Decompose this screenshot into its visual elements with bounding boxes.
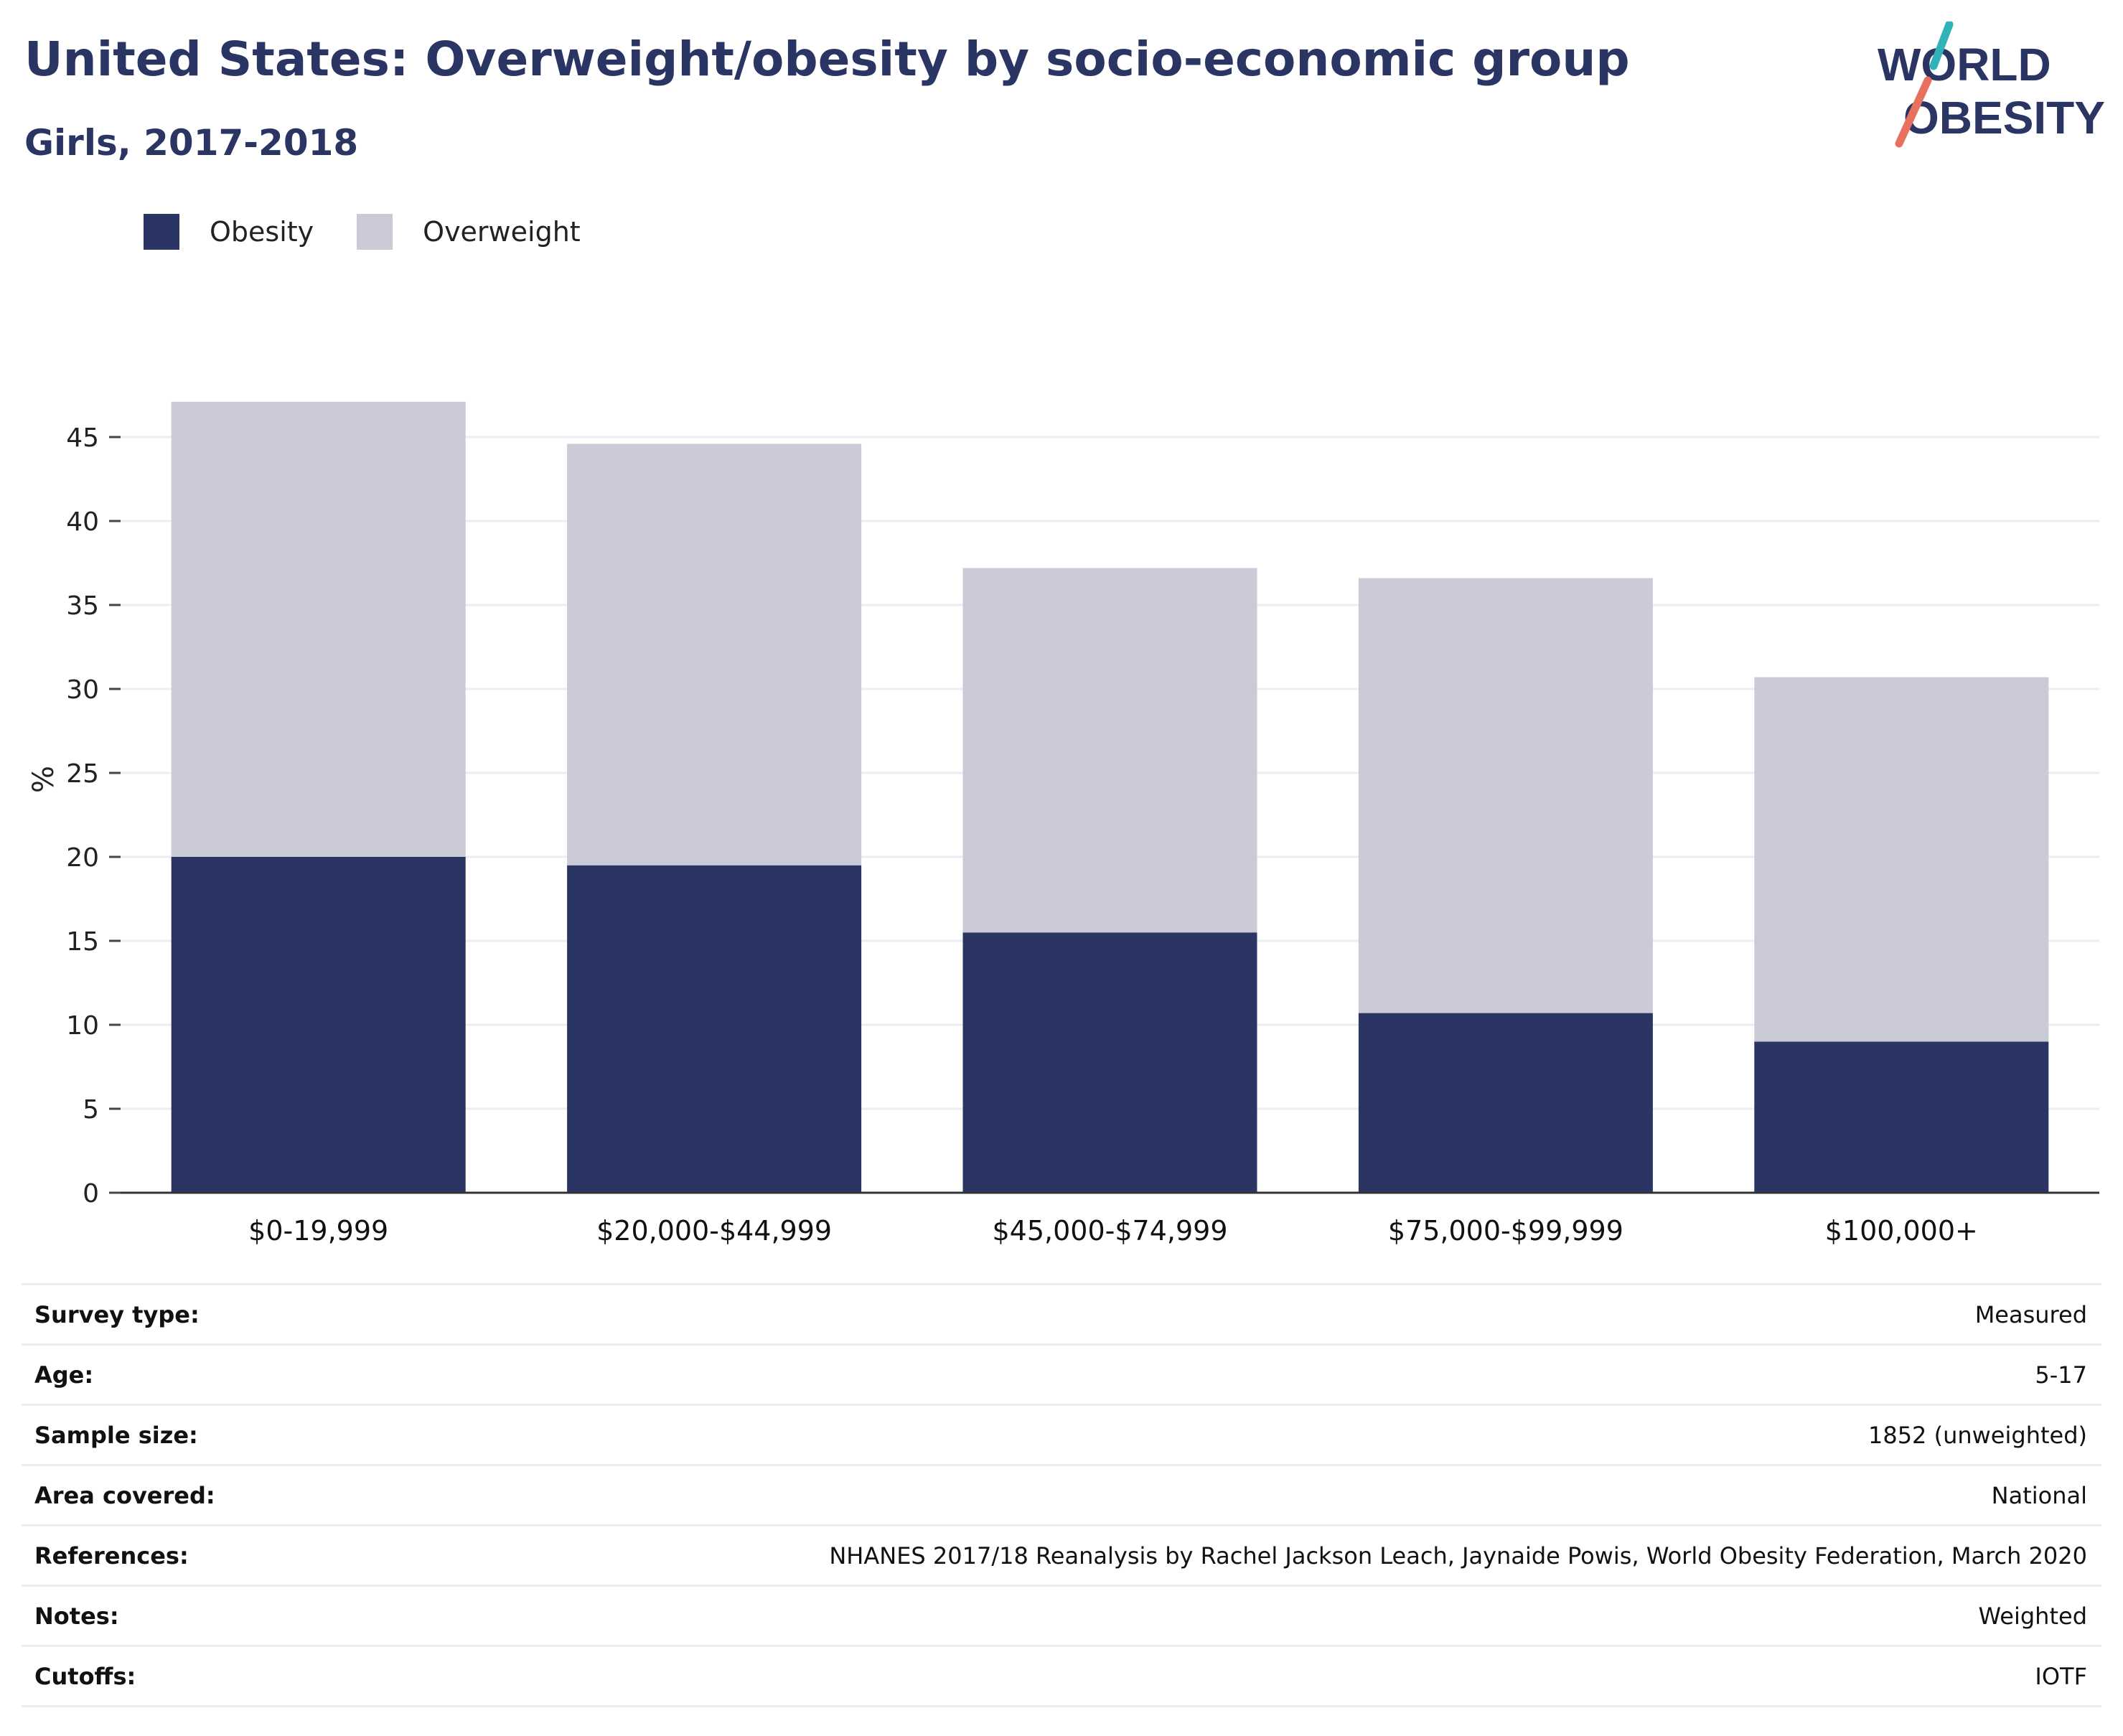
info-value: Measured bbox=[311, 1283, 2101, 1346]
x-tick-label: $0-19,999 bbox=[248, 1215, 388, 1247]
bar-obesity-3 bbox=[1358, 1013, 1653, 1193]
y-tick-label: 20 bbox=[66, 843, 99, 873]
logo-line2: OBESITY bbox=[1903, 92, 2105, 144]
y-tick-label: 35 bbox=[66, 591, 99, 621]
y-tick-label: 15 bbox=[66, 927, 99, 957]
info-value: National bbox=[311, 1465, 2101, 1526]
bar-obesity-0 bbox=[171, 857, 466, 1193]
bar-overweight-4 bbox=[1754, 677, 2049, 1042]
chart-subtitle: Girls, 2017-2018 bbox=[24, 122, 359, 164]
y-tick-label: 5 bbox=[83, 1095, 99, 1125]
legend-label-overweight: Overweight bbox=[423, 216, 581, 248]
chart-title: United States: Overweight/obesity by soc… bbox=[24, 32, 1630, 87]
legend-item-overweight: Overweight bbox=[357, 214, 581, 250]
stacked-bar-chart: 0 5 10 15 20 25 30 35 40 45% $0-19,999 $20,000-$44,… bbox=[27, 401, 2099, 1247]
info-row: Notes: Weighted bbox=[22, 1585, 2101, 1647]
legend-label-obesity: Obesity bbox=[210, 216, 314, 248]
info-row: References: NHANES 2017/18 Reanalysis by … bbox=[22, 1525, 2101, 1587]
bar-obesity-1 bbox=[567, 865, 862, 1193]
x-tick-label: $75,000-$99,999 bbox=[1388, 1215, 1623, 1247]
bar-overweight-3 bbox=[1358, 578, 1653, 1013]
info-row: Survey type: Measured bbox=[22, 1283, 2101, 1346]
info-value: NHANES 2017/18 Reanalysis by Rachel Jack… bbox=[311, 1525, 2101, 1587]
info-value: Weighted bbox=[311, 1585, 2101, 1647]
legend: Obesity Overweight bbox=[144, 212, 624, 251]
info-value: IOTF bbox=[311, 1646, 2101, 1707]
world-obesity-logo: WORLD OBESITY bbox=[1878, 22, 2105, 148]
info-value: 5-17 bbox=[311, 1344, 2101, 1406]
logo-coral-slash bbox=[1895, 76, 1932, 148]
x-tick-label: $100,000+ bbox=[1825, 1215, 1978, 1247]
y-tick-label: 40 bbox=[66, 507, 99, 537]
info-key: Notes: bbox=[22, 1585, 311, 1647]
y-tick-label: 30 bbox=[66, 675, 99, 705]
y-tick-label: 45 bbox=[66, 423, 99, 453]
logo-teal-slash bbox=[1929, 22, 1954, 70]
y-tick-label: 25 bbox=[66, 759, 99, 789]
logo-line1: WORLD bbox=[1878, 39, 2051, 90]
info-value: 1852 (unweighted) bbox=[311, 1404, 2101, 1466]
bar-obesity-2 bbox=[962, 932, 1257, 1193]
info-key: Sample size: bbox=[22, 1404, 311, 1466]
info-key: Area covered: bbox=[22, 1465, 311, 1526]
info-key: Age: bbox=[22, 1344, 311, 1406]
bar-overweight-2 bbox=[962, 568, 1257, 933]
legend-swatch-obesity bbox=[144, 214, 179, 250]
y-tick-label: 10 bbox=[66, 1011, 99, 1041]
info-row: Area covered: National bbox=[22, 1465, 2101, 1526]
bar-overweight-0 bbox=[171, 401, 466, 857]
legend-item-obesity: Obesity bbox=[144, 214, 314, 250]
info-row: Sample size: 1852 (unweighted) bbox=[22, 1404, 2101, 1466]
info-key: Survey type: bbox=[22, 1283, 311, 1346]
info-row: Age: 5-17 bbox=[22, 1344, 2101, 1406]
info-key: References: bbox=[22, 1525, 311, 1587]
x-tick-label: $45,000-$74,999 bbox=[993, 1215, 1228, 1247]
y-tick-label: 0 bbox=[83, 1179, 99, 1209]
legend-swatch-overweight bbox=[357, 214, 393, 250]
info-key: Cutoffs: bbox=[22, 1646, 311, 1707]
x-tick-label: $20,000-$44,999 bbox=[596, 1215, 832, 1247]
survey-info-table: Survey type: Measured Age: 5-17 Sample size:… bbox=[22, 1283, 2101, 1707]
y-axis-label: % bbox=[27, 766, 60, 793]
bar-obesity-4 bbox=[1754, 1041, 2049, 1193]
bar-overweight-1 bbox=[567, 444, 862, 865]
info-row: Cutoffs: IOTF bbox=[22, 1646, 2101, 1707]
